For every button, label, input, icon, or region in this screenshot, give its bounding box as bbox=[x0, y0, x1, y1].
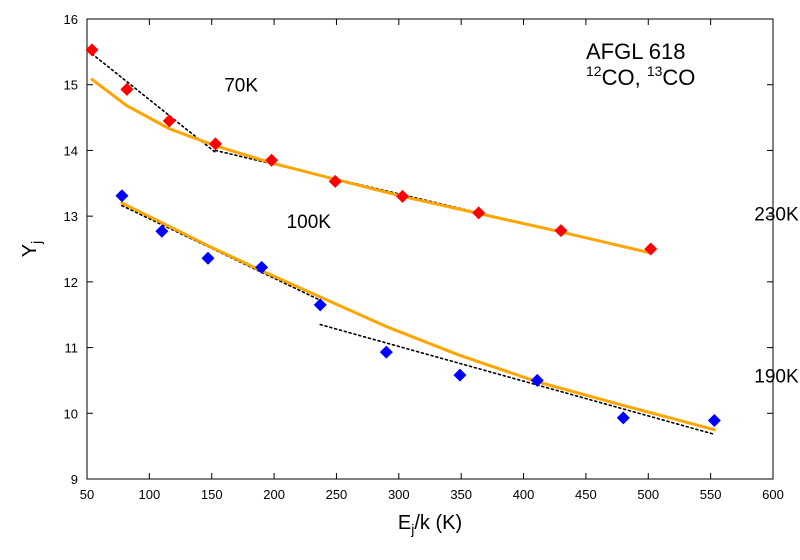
data-point bbox=[265, 153, 279, 167]
x-tick-label: 100 bbox=[139, 487, 161, 502]
data-point bbox=[255, 260, 269, 274]
series-layer bbox=[85, 43, 721, 436]
data-point bbox=[472, 206, 486, 220]
fit-line bbox=[91, 53, 217, 154]
annotation-label: 230K bbox=[754, 205, 799, 226]
data-point bbox=[453, 368, 467, 382]
x-tick-label: 250 bbox=[326, 487, 348, 502]
model-curve bbox=[120, 201, 716, 432]
axis-ticks: 50 100 150 200 250 300 350 400 450 500 550 600 9 10 11… bbox=[64, 12, 784, 502]
y-tick-label: 9 bbox=[71, 472, 78, 487]
y-axis-label: Yj bbox=[19, 241, 44, 257]
model-curve bbox=[90, 77, 653, 255]
data-point bbox=[208, 137, 222, 151]
y-tick-label: 16 bbox=[64, 12, 78, 27]
x-tick-label: 600 bbox=[762, 487, 784, 502]
x-tick-label: 400 bbox=[513, 487, 535, 502]
chart-title: AFGL 618 12CO, 13CO bbox=[586, 39, 695, 90]
data-point bbox=[115, 189, 129, 203]
data-point bbox=[85, 43, 99, 57]
x-tick-label: 200 bbox=[263, 487, 285, 502]
data-point bbox=[379, 345, 393, 359]
data-point bbox=[155, 224, 169, 238]
x-axis-label: Ej/k (K) bbox=[398, 512, 462, 537]
y-tick-label: 10 bbox=[64, 406, 78, 421]
data-point bbox=[554, 224, 568, 238]
data-point bbox=[120, 82, 134, 96]
x-tick-label: 350 bbox=[450, 487, 472, 502]
y-tick-label: 15 bbox=[64, 78, 78, 93]
data-point bbox=[396, 189, 410, 203]
data-point bbox=[328, 174, 342, 188]
y-tick-label: 12 bbox=[64, 275, 78, 290]
y-tick-label: 14 bbox=[64, 143, 78, 158]
fit-line bbox=[319, 323, 716, 436]
data-point bbox=[616, 411, 630, 425]
data-point bbox=[162, 114, 176, 128]
data-point bbox=[530, 373, 544, 387]
x-tick-label: 450 bbox=[575, 487, 597, 502]
plot-frame bbox=[86, 18, 774, 480]
x-tick-label: 300 bbox=[388, 487, 410, 502]
x-tick-label: 150 bbox=[201, 487, 223, 502]
x-tick-label: 50 bbox=[80, 487, 94, 502]
data-point bbox=[644, 242, 658, 256]
x-tick-label: 500 bbox=[637, 487, 659, 502]
x-tick-label: 550 bbox=[700, 487, 722, 502]
data-point bbox=[201, 251, 215, 265]
annotations-layer: 70K 230K 100K 190K bbox=[224, 75, 799, 387]
data-point bbox=[313, 298, 327, 312]
y-tick-label: 11 bbox=[65, 341, 79, 356]
annotation-label: 100K bbox=[287, 212, 332, 233]
y-tick-label: 13 bbox=[64, 209, 78, 224]
annotation-label: 70K bbox=[224, 75, 258, 96]
data-point bbox=[707, 414, 721, 428]
annotation-label: 190K bbox=[754, 366, 799, 387]
